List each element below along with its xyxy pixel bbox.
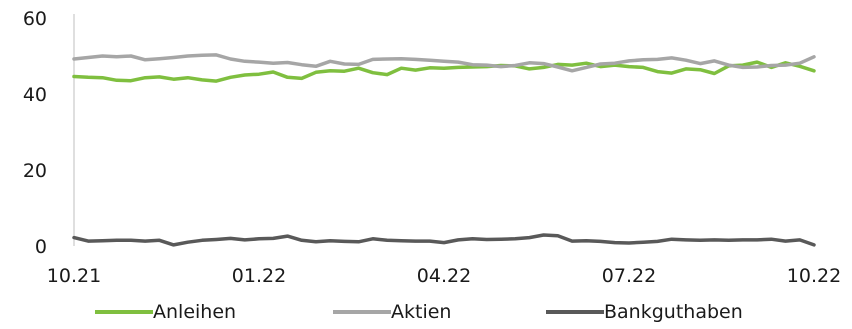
chart-axes: 0 20 40 60 10.21 01.22 04.22 07.22 10.22: [23, 8, 841, 287]
x-tick-label: 10.22: [787, 265, 841, 287]
y-tick-label: 60: [23, 8, 47, 30]
series-line-aktien: [72, 53, 816, 73]
x-tick-label: 10.21: [47, 265, 101, 287]
x-tick-label: 04.22: [417, 265, 471, 287]
chart-legend: Anleihen Aktien Bankguthaben: [95, 301, 743, 323]
legend-label: Aktien: [391, 301, 451, 323]
series-line-bankguthaben: [72, 233, 816, 247]
legend-label: Bankguthaben: [604, 301, 743, 323]
series-line-anleihen: [72, 60, 816, 83]
y-tick-label: 0: [35, 236, 47, 258]
x-tick-label: 07.22: [602, 265, 656, 287]
y-tick-label: 40: [23, 84, 47, 106]
legend-label: Anleihen: [153, 301, 236, 323]
x-tick-label: 01.22: [232, 265, 286, 287]
chart-series-lines: [72, 53, 816, 247]
y-tick-label: 20: [23, 160, 47, 182]
